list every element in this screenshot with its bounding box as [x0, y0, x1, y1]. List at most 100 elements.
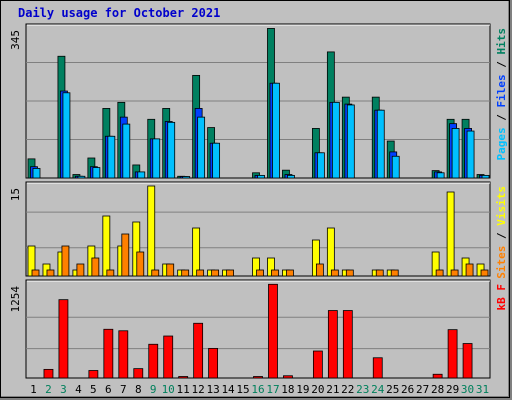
bar-kb-f-day-10 — [163, 335, 174, 379]
bar-sites-day-31 — [480, 269, 489, 277]
bar-sites-day-13 — [211, 269, 220, 277]
legend-item: Hits — [495, 28, 508, 55]
bar-kb-f-day-5 — [88, 370, 99, 379]
bar-sites-day-4 — [76, 263, 85, 277]
bar-sites-day-22 — [345, 269, 354, 277]
bar-pages-day-10 — [167, 121, 176, 179]
bar-pages-day-7 — [122, 123, 131, 179]
bar-kb-f-day-30 — [462, 343, 473, 379]
x-tick-label: 17 — [266, 383, 279, 396]
bar-sites-day-14 — [226, 269, 234, 277]
x-tick-label: 4 — [75, 383, 82, 396]
bar-sites-day-30 — [465, 263, 474, 277]
legend-separator: / — [495, 226, 508, 246]
x-tick-label: 23 — [356, 383, 369, 396]
bar-visits-day-21 — [326, 227, 335, 277]
bar-sites-day-17 — [271, 269, 279, 277]
x-tick-label: 25 — [386, 383, 399, 396]
x-tick-label: 30 — [461, 383, 474, 396]
x-tick-label: 12 — [192, 383, 205, 396]
bar-pages-day-6 — [107, 135, 116, 179]
x-tick-label: 29 — [446, 383, 459, 396]
bar-sites-day-12 — [196, 269, 205, 277]
bar-sites-day-11 — [181, 269, 190, 277]
bar-sites-day-9 — [151, 269, 160, 277]
x-tick-label: 6 — [105, 383, 112, 396]
bar-sites-day-25 — [390, 269, 399, 277]
bar-pages-day-8 — [137, 171, 146, 179]
bar-pages-day-18 — [287, 174, 295, 179]
bar-sites-day-6 — [106, 269, 115, 277]
legend-item: Pages — [495, 127, 508, 160]
x-tick-label: 2 — [45, 383, 52, 396]
y-max-label: 15 — [9, 188, 22, 201]
bar-sites-day-7 — [121, 233, 130, 277]
x-tick-label: 8 — [135, 383, 142, 396]
legend-item: kB F — [495, 284, 508, 311]
bar-sites-day-28 — [435, 269, 444, 277]
bar-visits-day-20 — [311, 239, 320, 277]
y-max-label: 1254 — [9, 286, 22, 313]
bar-kb-f-day-29 — [447, 329, 458, 379]
bar-visits-day-17 — [267, 257, 275, 277]
bar-pages-day-9 — [152, 138, 161, 179]
bar-sites-day-24 — [375, 269, 384, 277]
bar-sites-day-29 — [450, 269, 459, 277]
bar-visits-day-1 — [27, 245, 36, 277]
x-tick-label: 22 — [341, 383, 354, 396]
bar-pages-day-30 — [466, 130, 475, 179]
x-tick-label: 9 — [150, 383, 157, 396]
bar-sites-day-18 — [286, 269, 294, 277]
bar-kb-f-day-20 — [312, 350, 323, 379]
bar-pages-day-29 — [451, 128, 460, 179]
x-tick-label: 16 — [251, 383, 264, 396]
bar-kb-f-day-3 — [58, 299, 69, 379]
bar-sites-day-16 — [256, 269, 264, 277]
bar-visits-day-29 — [446, 191, 455, 277]
bar-kb-f-day-22 — [342, 310, 353, 379]
bar-sites-day-1 — [31, 269, 40, 277]
legend-item: Files — [495, 74, 508, 107]
bar-sites-day-3 — [61, 245, 70, 277]
bar-pages-day-25 — [391, 155, 400, 179]
bar-pages-day-12 — [197, 116, 206, 179]
bar-sites-day-10 — [166, 263, 175, 277]
legend-kbytes: kB F — [495, 284, 508, 311]
bar-kb-f-day-2 — [43, 368, 54, 379]
x-tick-label: 18 — [281, 383, 294, 396]
legend-separator: / — [495, 108, 508, 128]
bar-pages-day-3 — [62, 92, 71, 179]
x-tick-label: 14 — [221, 383, 235, 396]
bar-pages-day-4 — [77, 175, 86, 179]
x-tick-label: 31 — [476, 383, 489, 396]
chart-panels — [25, 23, 491, 379]
panel-kbytes — [25, 279, 491, 379]
bar-sites-day-8 — [136, 251, 145, 277]
bar-sites-day-20 — [315, 263, 324, 277]
bar-sites-day-2 — [46, 269, 55, 277]
x-tick-label: 20 — [311, 383, 324, 396]
bar-visits-day-16 — [252, 257, 260, 277]
legend-item: Visits — [495, 186, 508, 226]
bar-kb-f-day-21 — [327, 310, 338, 379]
bar-visits-day-28 — [431, 251, 440, 277]
x-tick-label: 21 — [326, 383, 339, 396]
x-tick-label: 10 — [162, 383, 175, 396]
bar-kb-f-day-8 — [133, 368, 144, 379]
bar-pages-day-28 — [436, 172, 445, 179]
bar-kb-f-day-24 — [372, 357, 383, 379]
legend-hits-files-pages: Pages / Files / Hits — [495, 28, 508, 161]
x-tick-label: 15 — [236, 383, 249, 396]
bar-sites-day-5 — [91, 257, 100, 277]
bar-pages-day-20 — [316, 152, 325, 179]
bar-visits-day-12 — [192, 227, 201, 277]
bar-pages-day-21 — [331, 101, 340, 179]
bar-visits-day-6 — [102, 215, 111, 277]
bar-pages-day-16 — [257, 174, 265, 179]
bar-pages-day-17 — [272, 82, 280, 179]
legend-item: Sites — [495, 246, 508, 279]
chart-bars — [27, 28, 490, 379]
bar-pages-day-24 — [376, 109, 385, 179]
bar-sites-day-21 — [330, 269, 339, 277]
